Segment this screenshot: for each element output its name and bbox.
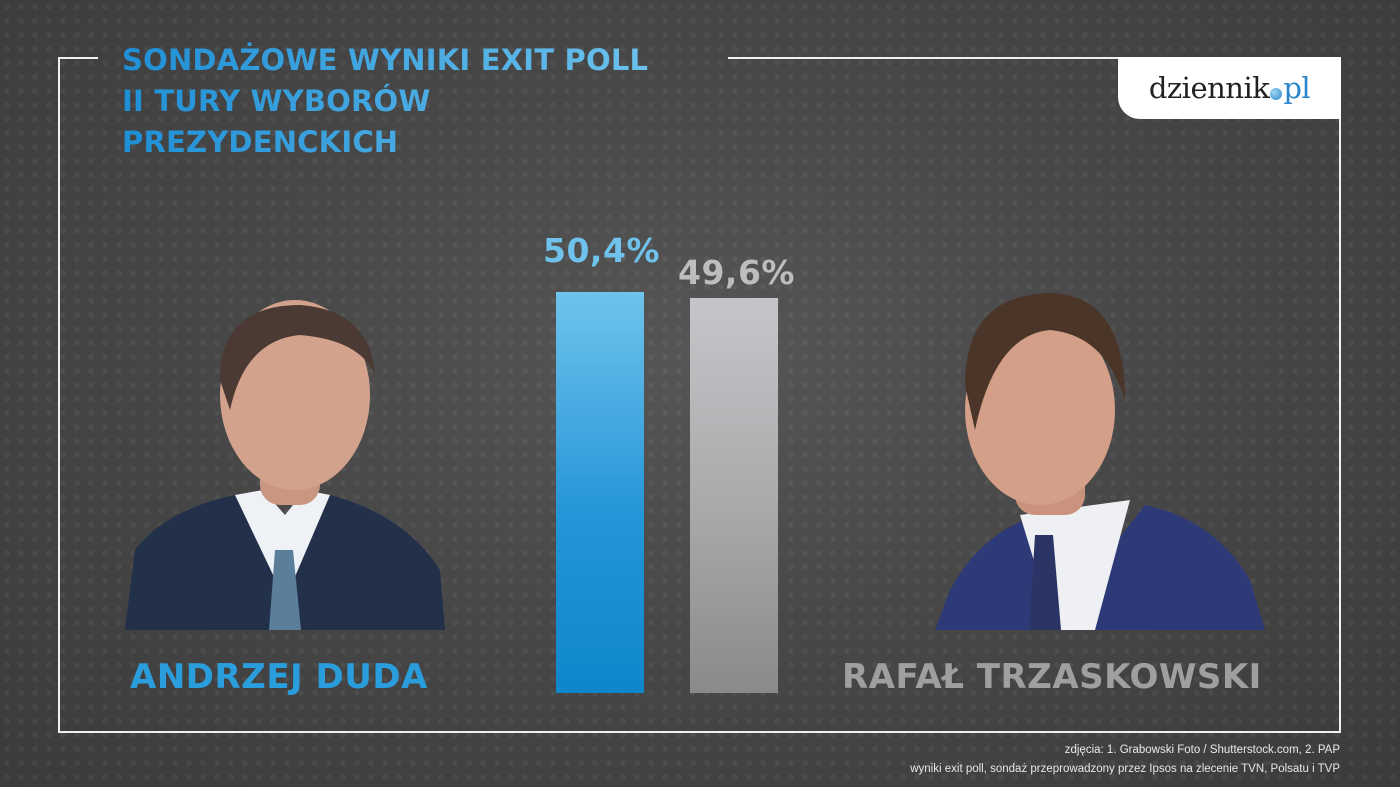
chart-title: SONDAŻOWE WYNIKI EXIT POLL II TURY WYBOR… [122, 40, 648, 163]
frame-line [58, 731, 1341, 733]
bar-trzaskowski [690, 298, 778, 693]
source-credits: wyniki exit poll, sondaż przeprowadzony … [910, 763, 1340, 775]
title-line: SONDAŻOWE WYNIKI EXIT POLL [122, 43, 649, 77]
frame-line [728, 57, 1118, 59]
value-label-duda: 50,4% [543, 231, 660, 270]
globe-icon [1270, 88, 1283, 100]
frame-line [58, 57, 98, 59]
logo-suffix: pl [1283, 71, 1311, 105]
value-label-trzaskowski: 49,6% [678, 253, 795, 292]
credits: zdjęcia: 1. Grabowski Foto / Shutterstoc… [910, 741, 1340, 779]
bar-duda [556, 292, 644, 693]
photo-credits: zdjęcia: 1. Grabowski Foto / Shutterstoc… [1064, 744, 1340, 756]
dziennik-logo: dziennik pl [1118, 57, 1341, 119]
candidate-name-trzaskowski: RAFAŁ TRZASKOWSKI [842, 657, 1262, 697]
candidate-photo-trzaskowski [935, 293, 1265, 630]
title-line: PREZYDENCKICH [122, 125, 399, 159]
frame-line [58, 57, 60, 732]
candidate-photo-duda [125, 300, 445, 630]
logo-text: dziennik pl [1148, 71, 1311, 105]
frame-line [1339, 118, 1341, 733]
candidate-name-duda: ANDRZEJ DUDA [130, 657, 428, 697]
title-line: II TURY WYBORÓW [122, 84, 431, 118]
logo-main: dziennik [1148, 71, 1270, 105]
